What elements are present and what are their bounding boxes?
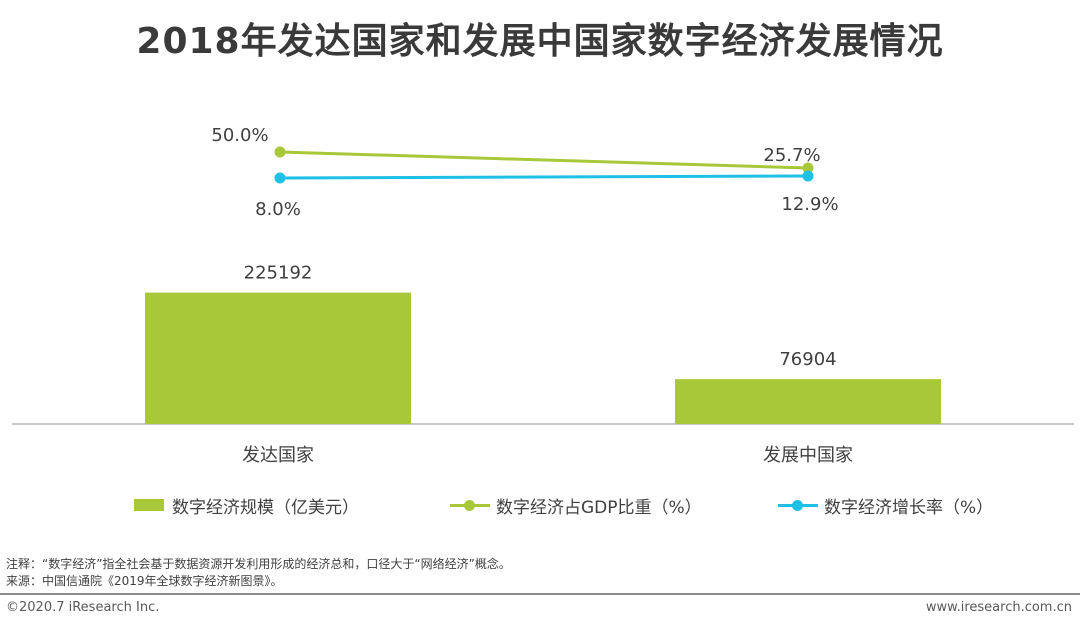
- x-tick-label-1: 发展中国家: [763, 445, 853, 466]
- gdp-share-point-0: [274, 146, 286, 158]
- gdp-share-point-1: [802, 162, 814, 174]
- copyright-text: ©2020.7 iResearch Inc.: [6, 600, 160, 615]
- bar-value-label-1: 76904: [779, 349, 836, 370]
- footnote-source: 来源：中国信通院《2019年全球数字经济新图景》。: [6, 574, 283, 588]
- legend-label-gdp-share: 数字经济占GDP比重（%）: [496, 497, 702, 518]
- footnote-note: 注释：“数字经济”指全社会基于数据资源开发利用形成的经济总和，口径大于“网络经济…: [6, 557, 511, 571]
- growth-label-0: 8.0%: [255, 199, 301, 220]
- legend-label-growth: 数字经济增长率（%）: [824, 497, 994, 518]
- footnote: 注释：“数字经济”指全社会基于数据资源开发利用形成的经济总和，口径大于“网络经济…: [6, 556, 511, 590]
- legend-item-gdp-share: 数字经济占GDP比重（%）: [450, 492, 702, 518]
- legend-line-swatch-growth: [778, 499, 818, 511]
- x-tick-label-0: 发达国家: [242, 445, 314, 466]
- growth-point-0: [274, 172, 286, 184]
- chart-title: 2018年发达国家和发展中国家数字经济发展情况: [136, 21, 944, 62]
- legend-bar-swatch: [134, 499, 164, 511]
- website-link[interactable]: www.iresearch.com.cn: [925, 600, 1072, 615]
- legend-line-swatch-gdp: [450, 499, 490, 511]
- gdp-share-line: [279, 150, 809, 170]
- legend-item-scale: 数字经济规模（亿美元）: [134, 492, 359, 518]
- legend-label-scale: 数字经济规模（亿美元）: [172, 497, 359, 518]
- growth-label-1: 12.9%: [781, 194, 838, 215]
- bar-1: [675, 379, 941, 424]
- bar-value-label-0: 225192: [244, 263, 313, 284]
- growth-point-1: [802, 170, 814, 182]
- gdp-share-label-1: 25.7%: [763, 145, 820, 166]
- gdp-share-label-0: 50.0%: [211, 125, 268, 146]
- bar-0: [145, 292, 411, 424]
- growth-line: [279, 174, 809, 180]
- footer-divider: [0, 593, 1080, 595]
- legend-item-growth: 数字经济增长率（%）: [778, 492, 993, 518]
- chart-plot: 发达国家 发展中国家 225192 76904 50.0% 25.7% 8.0% 12.9…: [12, 125, 1074, 466]
